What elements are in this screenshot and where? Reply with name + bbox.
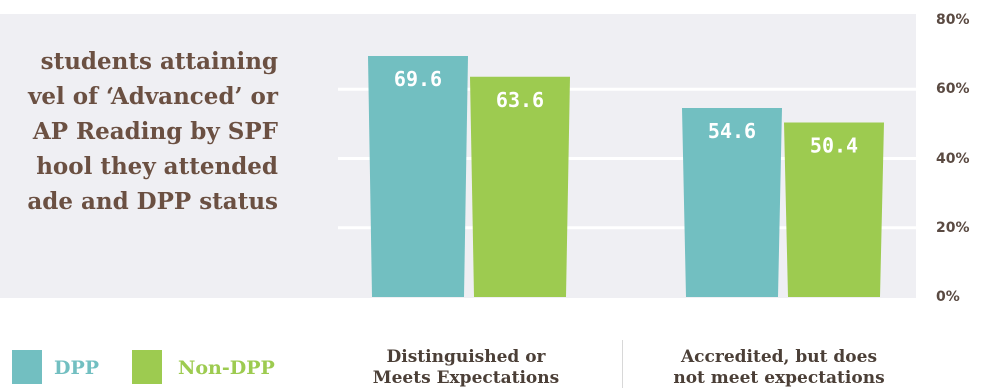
category-label-1: Distinguished or Meets Expectations — [346, 347, 586, 389]
legend-label-dpp: DPP — [54, 357, 100, 379]
y-tick-label: 20% — [936, 219, 970, 236]
y-tick-label: 0% — [936, 289, 960, 305]
title-line-1: students attaining — [40, 48, 278, 75]
category-divider — [622, 340, 623, 388]
title-line-2: vel of ‘Advanced’ or — [28, 83, 278, 110]
bar-dpp-1 — [368, 56, 468, 298]
legend-swatch-dpp — [12, 350, 42, 384]
category-label-1-line-1: Distinguished or — [386, 347, 546, 367]
y-tick-label: 80% — [936, 12, 970, 28]
legend-label-non-dpp: Non-DPP — [178, 357, 275, 379]
data-label-non-dpp-2: 50.4 — [810, 133, 858, 157]
legend-swatch-non-dpp — [132, 350, 162, 384]
category-label-2: Accredited, but does not meet expectatio… — [659, 347, 899, 389]
bar-non-dpp-2 — [784, 122, 884, 298]
y-tick-label: 40% — [936, 150, 970, 167]
data-label-dpp-1: 69.6 — [394, 67, 442, 91]
category-label-2-line-2: not meet expectations — [673, 368, 885, 388]
bar-dpp-2 — [682, 107, 782, 297]
category-label-2-line-1: Accredited, but does — [680, 347, 878, 367]
y-tick-label: 60% — [936, 81, 970, 98]
title-line-4: hool they attended — [36, 153, 278, 180]
data-label-dpp-2: 54.6 — [708, 119, 756, 143]
data-label-non-dpp-1: 63.6 — [496, 88, 544, 112]
title-line-5: ade and DPP status — [27, 188, 278, 215]
title-line-3: AP Reading by SPF — [32, 118, 278, 145]
category-label-1-line-2: Meets Expectations — [372, 368, 560, 388]
bar-non-dpp-1 — [470, 76, 570, 297]
